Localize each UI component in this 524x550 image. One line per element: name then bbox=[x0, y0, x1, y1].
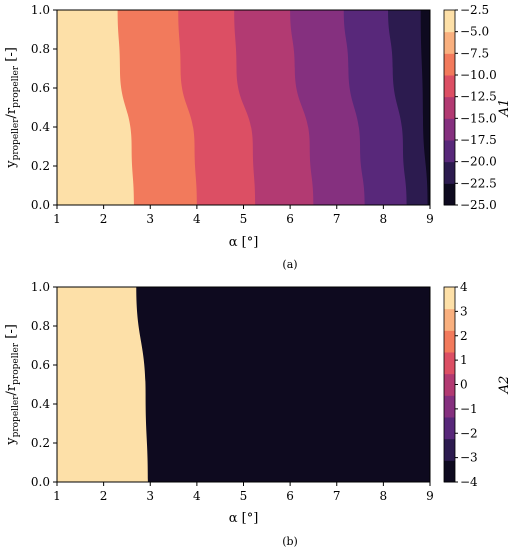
colorbar-segment bbox=[444, 330, 455, 353]
colorbar-segment bbox=[444, 438, 455, 461]
x-tick-label: 1 bbox=[53, 212, 61, 226]
x-axis-label: α [°] bbox=[229, 511, 259, 526]
x-tick-label: 9 bbox=[426, 489, 434, 503]
colorbar-segment bbox=[444, 352, 455, 375]
x-tick-label: 7 bbox=[333, 489, 341, 503]
y-axis-label-part: propeller bbox=[11, 65, 21, 108]
colorbar-tick-label: 4 bbox=[460, 280, 468, 294]
colorbar-segment bbox=[444, 140, 455, 163]
y-tick-label: 0.0 bbox=[31, 475, 50, 489]
x-tick-label: 9 bbox=[426, 212, 434, 226]
colorbar-tick-label: −3 bbox=[460, 451, 478, 465]
colorbar-segment bbox=[444, 10, 455, 33]
y-axis-label-part: [-] bbox=[4, 324, 19, 343]
contour-band bbox=[388, 10, 430, 205]
colorbar-tick-label: −1 bbox=[460, 402, 478, 416]
x-tick-label: 8 bbox=[380, 212, 388, 226]
x-tick-label: 6 bbox=[286, 489, 294, 503]
x-tick-label: 6 bbox=[286, 212, 294, 226]
x-tick-label: 2 bbox=[100, 212, 108, 226]
colorbar-tick-label: −25.0 bbox=[460, 198, 497, 212]
y-tick-label: 1.0 bbox=[31, 280, 50, 294]
colorbar-segment bbox=[444, 460, 455, 483]
y-tick-label: 0.8 bbox=[31, 42, 50, 56]
contour-band bbox=[420, 10, 430, 205]
colorbar-segment bbox=[444, 118, 455, 141]
x-tick-label: 2 bbox=[100, 489, 108, 503]
colorbar-tick-label: −2 bbox=[460, 426, 478, 440]
x-tick-label: 3 bbox=[146, 212, 154, 226]
colorbar-segment bbox=[444, 183, 455, 206]
colorbar-segment bbox=[444, 96, 455, 119]
panel-a: 1 2 3 4 5 6 7 8 90.00.20.40.60.81.0α [°]ypropell… bbox=[4, 3, 512, 271]
y-tick-label: 0.6 bbox=[31, 358, 50, 372]
y-axis-label: ypropeller/rpropeller [-] bbox=[4, 324, 21, 446]
colorbar-tick-label: −15.0 bbox=[460, 111, 497, 125]
x-tick-label: 3 bbox=[146, 489, 154, 503]
y-axis-label-part: [-] bbox=[4, 47, 19, 66]
x-tick-label: 4 bbox=[193, 212, 201, 226]
x-tick-label: 8 bbox=[380, 489, 388, 503]
y-axis-label-part: y bbox=[4, 437, 19, 446]
colorbar-tick-label: 0 bbox=[460, 378, 468, 392]
colorbar-segment bbox=[444, 373, 455, 396]
y-axis-label-part: y bbox=[4, 160, 19, 169]
colorbar-tick-label: −10.0 bbox=[460, 68, 497, 82]
y-tick-label: 0.6 bbox=[31, 81, 50, 95]
y-axis-label-part: /r bbox=[4, 107, 19, 118]
x-axis-label: α [°] bbox=[229, 235, 259, 250]
colorbar-label: A2 bbox=[497, 376, 512, 395]
colorbar-tick-label: −2.5 bbox=[460, 3, 489, 17]
colorbar-segment bbox=[444, 417, 455, 440]
colorbar-tick-label: 1 bbox=[460, 353, 468, 367]
x-tick-label: 5 bbox=[240, 489, 248, 503]
colorbar-tick-label: 3 bbox=[460, 304, 468, 318]
colorbar-frame bbox=[443, 9, 456, 206]
y-axis-label-part: propeller bbox=[11, 342, 21, 385]
panel-label: (b) bbox=[282, 535, 298, 548]
panel-b: 1 2 3 4 5 6 7 8 90.00.20.40.60.81.0α [°]ypropell… bbox=[4, 280, 512, 548]
x-tick-label: 1 bbox=[53, 489, 61, 503]
y-tick-label: 0.2 bbox=[31, 159, 50, 173]
y-tick-label: 0.8 bbox=[31, 319, 50, 333]
colorbar-tick-label: 2 bbox=[460, 329, 468, 343]
colorbar-label: A1 bbox=[497, 99, 512, 118]
y-axis-label-part: /r bbox=[4, 384, 19, 395]
y-axis-label: ypropeller/rpropeller [-] bbox=[4, 47, 21, 169]
y-axis-label-part: propeller bbox=[11, 395, 21, 438]
contour-band bbox=[136, 287, 430, 482]
x-tick-label: 4 bbox=[193, 489, 201, 503]
colorbar-segment bbox=[444, 308, 455, 331]
colorbar-tick-label: −5.0 bbox=[460, 25, 489, 39]
y-axis-label-part: propeller bbox=[11, 118, 21, 161]
colorbar-segment bbox=[444, 75, 455, 98]
colorbar-tick-label: −7.5 bbox=[460, 46, 489, 60]
x-tick-label: 5 bbox=[240, 212, 248, 226]
colorbar-segment bbox=[444, 53, 455, 76]
colorbar-tick-label: −17.5 bbox=[460, 133, 497, 147]
colorbar-segment bbox=[444, 395, 455, 418]
y-tick-label: 1.0 bbox=[31, 3, 50, 17]
colorbar-segment bbox=[444, 287, 455, 310]
y-tick-label: 0.4 bbox=[31, 120, 50, 134]
colorbar-segment bbox=[444, 161, 455, 184]
colorbar-tick-label: −22.5 bbox=[460, 176, 497, 190]
x-tick-label: 7 bbox=[333, 212, 341, 226]
y-tick-label: 0.0 bbox=[31, 198, 50, 212]
colorbar-tick-label: −12.5 bbox=[460, 90, 497, 104]
panel-label: (a) bbox=[282, 258, 297, 271]
y-tick-label: 0.2 bbox=[31, 436, 50, 450]
colorbar-tick-label: −20.0 bbox=[460, 155, 497, 169]
colorbar-segment bbox=[444, 31, 455, 54]
y-tick-label: 0.4 bbox=[31, 397, 50, 411]
colorbar-tick-label: −4 bbox=[460, 475, 478, 489]
